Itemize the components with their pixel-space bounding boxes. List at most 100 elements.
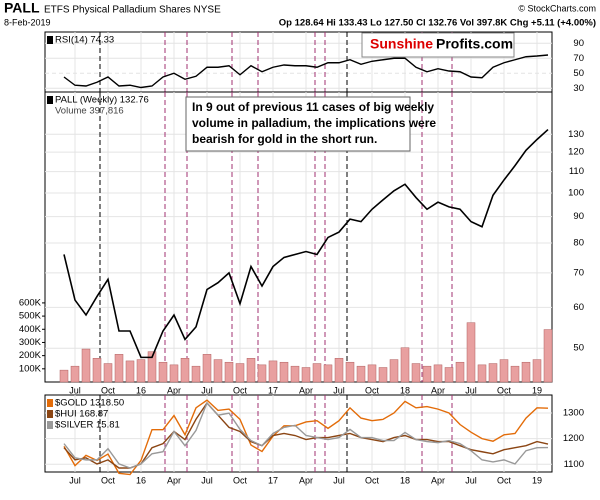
series-line bbox=[63, 54, 549, 89]
y-tick-label: 100 bbox=[568, 188, 584, 199]
volume-bar bbox=[147, 351, 157, 383]
volume-bar bbox=[422, 365, 432, 383]
volume-bar bbox=[323, 364, 333, 383]
panel-frame bbox=[44, 394, 553, 473]
x-tick-label: Oct bbox=[497, 475, 512, 485]
volume-bar bbox=[367, 364, 377, 383]
y-tick-label: 110 bbox=[569, 166, 584, 177]
x-tick-label: Jul bbox=[201, 385, 213, 395]
y-tick-label: 120 bbox=[568, 147, 584, 158]
legend-swatch bbox=[47, 36, 53, 44]
volume-bar bbox=[444, 367, 454, 383]
legend-label: $HUI 168.87 bbox=[55, 409, 108, 420]
y2-tick-label: 400K bbox=[19, 324, 42, 335]
annotation: volume in palladium, the implications we… bbox=[192, 116, 436, 130]
x-tick-label: 16 bbox=[136, 475, 146, 485]
volume-bar bbox=[389, 359, 399, 383]
volume-bar bbox=[235, 363, 245, 383]
x-tick-label: Jul bbox=[69, 475, 81, 485]
volume-bar bbox=[466, 322, 476, 383]
annotation: In 9 out of previous 11 cases of big wee… bbox=[192, 100, 434, 114]
volume-bar bbox=[334, 358, 344, 383]
volume-bar bbox=[224, 361, 234, 383]
legend-label: RSI(14) 74.33 bbox=[55, 35, 114, 46]
volume-bar bbox=[136, 359, 146, 383]
annotation: bearish for gold in the short run. bbox=[192, 132, 377, 146]
legend-swatch bbox=[47, 96, 53, 104]
price-line bbox=[63, 128, 549, 359]
x-tick-label: Oct bbox=[101, 475, 116, 485]
x-tick-label: Oct bbox=[497, 385, 512, 395]
volume-bar bbox=[81, 348, 91, 383]
y2-tick-label: 100K bbox=[19, 363, 42, 374]
volume-bar bbox=[455, 361, 465, 383]
x-tick-label: Apr bbox=[167, 385, 181, 395]
volume-bar bbox=[356, 365, 366, 383]
y-tick-label: 30 bbox=[573, 83, 584, 94]
annotation-box bbox=[185, 96, 411, 152]
volume-bar bbox=[92, 358, 102, 383]
x-tick-label: 17 bbox=[268, 475, 278, 485]
legend-swatch bbox=[47, 421, 53, 429]
y-tick-label: 70 bbox=[573, 53, 584, 64]
volume-bar bbox=[477, 364, 487, 383]
y2-tick-label: 300K bbox=[19, 337, 42, 348]
y-tick-label: 50 bbox=[573, 68, 584, 79]
y-tick-label: 130 bbox=[568, 129, 584, 140]
volume-bar bbox=[59, 369, 69, 383]
symbol: PALL bbox=[4, 0, 40, 16]
logo-box bbox=[361, 32, 515, 58]
x-tick-label: 19 bbox=[532, 475, 542, 485]
y-tick-label: 1100 bbox=[564, 459, 584, 470]
x-tick-label: 16 bbox=[136, 385, 146, 395]
y-tick-label: 70 bbox=[573, 267, 584, 278]
legend-label: Volume 397,816 bbox=[55, 106, 124, 117]
y2-tick-label: 500K bbox=[19, 311, 42, 322]
volume-bar bbox=[125, 360, 135, 383]
volume-bar bbox=[345, 361, 355, 383]
volume-bar bbox=[158, 361, 168, 383]
legend-label: $GOLD 1318.50 bbox=[55, 398, 124, 409]
volume-bar bbox=[279, 361, 289, 383]
volume-bar bbox=[103, 363, 113, 383]
x-tick-label: Oct bbox=[365, 475, 380, 485]
date: 8-Feb-2019 bbox=[4, 17, 51, 27]
x-tick-label: Jul bbox=[333, 385, 345, 395]
y2-tick-label: 600K bbox=[19, 297, 42, 308]
logo-part: Sunshine bbox=[370, 36, 433, 52]
volume-bar bbox=[202, 354, 212, 383]
quote: Op 128.64 Hi 133.43 Lo 127.50 Cl 132.76 … bbox=[279, 18, 596, 29]
y-tick-label: 80 bbox=[573, 237, 584, 248]
volume-bar bbox=[290, 365, 300, 383]
volume-bar bbox=[400, 347, 410, 383]
x-tick-label: Jul bbox=[201, 475, 213, 485]
volume-bar bbox=[543, 329, 553, 383]
x-tick-label: Jul bbox=[333, 475, 345, 485]
volume-bar bbox=[521, 361, 531, 383]
volume-bar bbox=[169, 364, 179, 383]
x-tick-label: Oct bbox=[233, 475, 248, 485]
x-tick-label: Jul bbox=[69, 385, 81, 395]
volume-bar bbox=[246, 358, 256, 383]
volume-bar bbox=[488, 363, 498, 383]
credit: © StockCharts.com bbox=[518, 3, 596, 13]
x-tick-label: 17 bbox=[268, 385, 278, 395]
legend-swatch bbox=[47, 410, 53, 418]
series-line bbox=[63, 399, 549, 476]
series-line bbox=[63, 401, 549, 469]
volume-bar bbox=[510, 365, 520, 383]
legend-label: $SILVER 15.81 bbox=[55, 420, 120, 431]
x-tick-label: Apr bbox=[167, 475, 181, 485]
x-tick-label: 18 bbox=[400, 385, 410, 395]
volume-bar bbox=[378, 367, 388, 383]
x-tick-label: Apr bbox=[431, 475, 445, 485]
x-tick-label: Apr bbox=[431, 385, 445, 395]
volume-bar bbox=[499, 359, 509, 383]
x-tick-label: Oct bbox=[101, 385, 116, 395]
volume-bar bbox=[268, 360, 278, 383]
x-tick-label: Oct bbox=[365, 385, 380, 395]
volume-bar bbox=[180, 358, 190, 383]
volume-bar bbox=[70, 365, 80, 383]
y2-tick-label: 200K bbox=[19, 350, 42, 361]
